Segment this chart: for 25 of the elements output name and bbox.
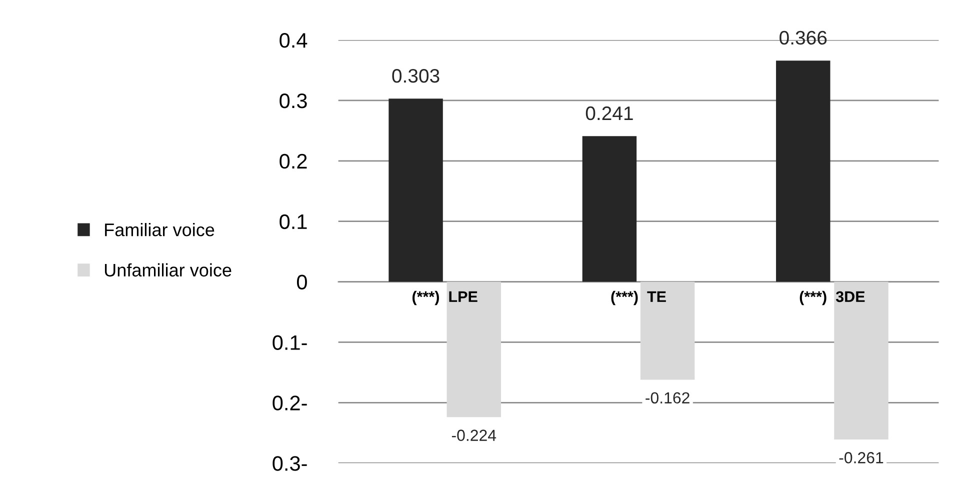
- data-label: 0.303: [392, 68, 440, 83]
- legend-label: Unfamiliar voice: [104, 263, 232, 277]
- y-tick-label: 0.3-: [272, 456, 307, 471]
- bar: [640, 282, 695, 380]
- y-tick-label: 0.4: [280, 33, 308, 48]
- data-label: -0.261: [839, 452, 884, 464]
- x-tick-label: (***) LPE: [412, 290, 478, 306]
- data-label: -0.162: [646, 392, 690, 404]
- data-label: 0.241: [586, 106, 633, 120]
- y-tick-label: 0.2-: [272, 396, 307, 410]
- y-tick-label: 0.3: [280, 93, 307, 108]
- y-tick-label: 0.1: [280, 214, 307, 230]
- x-tick-label: (***) TE: [611, 290, 666, 306]
- bar: [446, 282, 501, 418]
- x-tick-label: (***) 3DE: [800, 290, 865, 306]
- bar: [834, 282, 888, 440]
- y-tick-label: 0: [296, 274, 307, 290]
- y-tick-label: 0.1-: [272, 335, 307, 350]
- data-label: 0.366: [780, 30, 827, 45]
- legend-label: Familiar voice: [105, 222, 214, 236]
- bar: [776, 60, 830, 282]
- y-tick-label: 0.2: [280, 154, 307, 169]
- bar: [388, 98, 443, 282]
- data-label: -0.224: [452, 430, 496, 441]
- bar: [582, 136, 637, 282]
